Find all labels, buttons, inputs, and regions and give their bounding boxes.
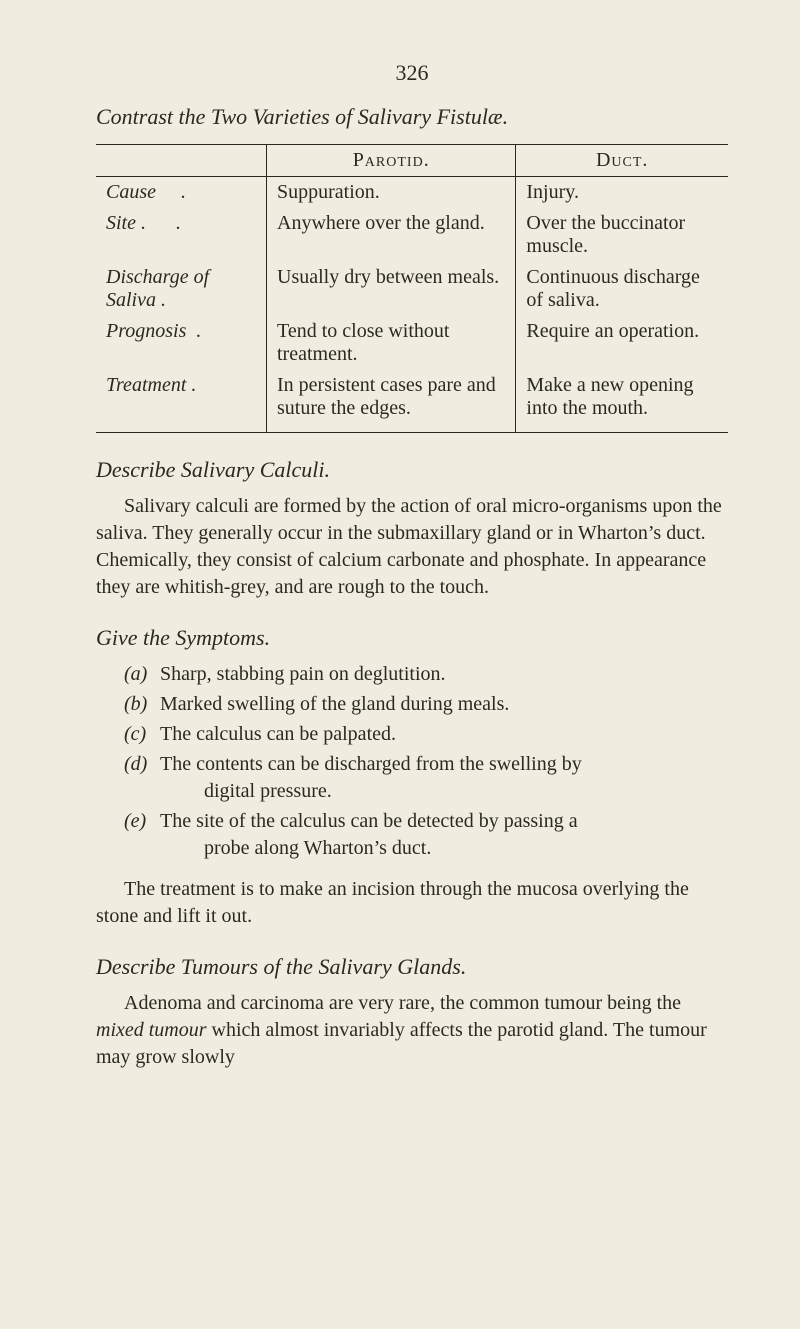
para-tumours: Adenoma and carcinoma are very rare, the… [96,990,728,1071]
col-header-parotid: Parotid. [267,145,516,177]
row-label-site: Site . . [96,208,267,262]
heading-calculi: Describe Salivary Calculi. [96,457,728,483]
item-text-b: Marked swelling of the gland during meal… [160,691,728,718]
list-item: (c) The calculus can be palpated. [96,721,728,748]
list-item: (e) The site of the calculus can be dete… [96,808,728,862]
item-text-e: The site of the calculus can be detected… [160,808,728,862]
cell-discharge-parotid: Usually dry between meals. [267,262,516,316]
item-label-e: (e) [124,808,160,862]
para-calculi: Salivary calculi are formed by the actio… [96,493,728,601]
col-header-duct: Duct. [516,145,728,177]
row-label-treatment: Treatment . [96,370,267,432]
item-label-c: (c) [124,721,160,748]
cell-treatment-parotid: In persistent cases pare and suture the … [267,370,516,432]
cell-treatment-duct: Make a new opening into the mouth. [516,370,728,432]
row-label-discharge: Discharge of Saliva . [96,262,267,316]
item-text-d: The contents can be discharged from the … [160,751,728,805]
heading-symptoms: Give the Symptoms. [96,625,728,651]
list-item: (a) Sharp, stabbing pain on deglutition. [96,661,728,688]
item-text-a: Sharp, stabbing pain on deglutition. [160,661,728,688]
item-text-c: The calculus can be palpated. [160,721,728,748]
heading-tumours: Describe Tumours of the Salivary Glands. [96,954,728,980]
item-label-a: (a) [124,661,160,688]
cell-cause-duct: Injury. [516,177,728,208]
page-number: 326 [96,60,728,86]
item-label-d: (d) [124,751,160,805]
list-item: (b) Marked swelling of the gland during … [96,691,728,718]
para-treatment: The treatment is to make an incision thr… [96,876,728,930]
section-title-contrast: Contrast the Two Varieties of Salivary F… [96,104,728,130]
page: 326 Contrast the Two Varieties of Saliva… [0,0,800,1129]
row-label-cause: Cause . [96,177,267,208]
item-label-b: (b) [124,691,160,718]
row-label-prognosis: Prognosis . [96,316,267,370]
cell-prognosis-parotid: Tend to close without treatment. [267,316,516,370]
cell-site-duct: Over the buccinator muscle. [516,208,728,262]
list-item: (d) The contents can be discharged from … [96,751,728,805]
cell-prognosis-duct: Require an operation. [516,316,728,370]
fistulae-table: Parotid. Duct. Cause . Suppuration. Inju… [96,144,728,433]
cell-cause-parotid: Suppuration. [267,177,516,208]
symptoms-list: (a) Sharp, stabbing pain on deglutition.… [96,661,728,862]
cell-site-parotid: Anywhere over the gland. [267,208,516,262]
cell-discharge-duct: Continuous discharge of saliva. [516,262,728,316]
